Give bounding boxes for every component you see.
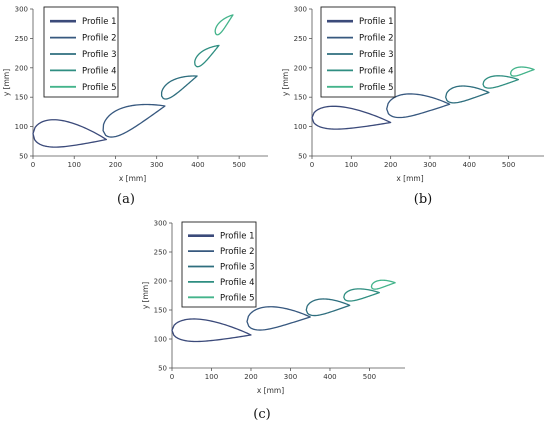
x-tick-label: 400 [323,373,336,381]
legend-label-2: Profile 2 [82,34,117,44]
x-tick-label: 200 [109,161,122,169]
profile-5-outline [509,66,535,77]
legend-label-5: Profile 5 [220,293,255,303]
y-tick-label: 50 [158,365,167,373]
y-axis-label: y [mm] [2,69,11,96]
x-tick-label: 300 [423,161,436,169]
profile-5-outline [214,14,234,36]
profile-4-outline [343,288,380,302]
legend: Profile 1 Profile 2 Profile 3 Profile 4 Prof… [43,6,119,98]
x-tick-label: 400 [463,161,476,169]
x-tick-label: 400 [191,161,204,169]
y-tick-label: 300 [154,220,167,228]
chart-panel-2: 50 100 150 200 250 300 0 100 200 300 400 500 x [mm] y… [281,6,544,207]
x-tick-label: 500 [502,161,515,169]
legend-label-1: Profile 1 [82,17,117,27]
profile-2-outline [246,306,311,331]
profile-3-outline [305,298,351,317]
chart-panel-3: 50 100 150 200 250 300 0 100 200 300 400 500 x [mm] y… [141,220,405,422]
y-tick-label: 300 [15,6,28,14]
legend-label-1: Profile 1 [220,232,255,242]
x-tick-label: 500 [232,161,245,169]
panel-caption: (b) [414,192,432,207]
x-axis-label: x [mm] [119,174,146,183]
y-tick-label: 150 [294,94,307,102]
legend: Profile 1 Profile 2 Profile 3 Profile 4 Prof… [320,6,396,98]
y-tick-label: 100 [294,123,307,131]
legend-label-4: Profile 4 [82,66,117,76]
x-tick-label: 0 [310,161,314,169]
y-axis-label: y [mm] [141,282,150,309]
y-tick-label: 150 [154,307,167,315]
y-tick-label: 200 [294,64,307,72]
legend-label-2: Profile 2 [220,247,255,257]
profile-3-outline [445,85,490,104]
y-tick-label: 250 [154,249,167,257]
panel-caption: (a) [117,192,135,207]
y-axis-label: y [mm] [281,69,290,96]
legend-label-5: Profile 5 [359,83,394,93]
x-tick-label: 100 [345,161,358,169]
y-tick-label: 200 [154,278,167,286]
y-tick-label: 200 [15,64,28,72]
x-tick-label: 100 [68,161,81,169]
x-tick-label: 200 [384,161,397,169]
profile-5-outline [370,279,396,290]
x-tick-label: 500 [363,373,376,381]
y-tick-label: 150 [15,94,28,102]
legend-frame [43,6,119,98]
legend-label-3: Profile 3 [220,263,255,273]
x-tick-label: 300 [150,161,163,169]
x-axis-label: x [mm] [396,174,423,183]
profile-2-outline [386,93,451,119]
y-tick-label: 250 [15,35,28,43]
profile-1-outline [311,105,392,130]
profile-3-outline [160,75,198,100]
legend: Profile 1 Profile 2 Profile 3 Profile 4 Prof… [181,221,257,308]
panel-caption: (c) [253,407,270,422]
profile-2-outline [102,103,166,138]
y-tick-label: 50 [19,153,28,161]
profile-1-outline [171,318,252,343]
x-tick-label: 0 [31,161,35,169]
y-tick-label: 300 [294,6,307,14]
chart-panel-1: 50 100 150 200 250 300 0 100 200 300 400 500 x [mm] y… [2,6,268,207]
legend-label-1: Profile 1 [359,17,394,27]
x-tick-label: 100 [205,373,218,381]
legend-label-3: Profile 3 [82,50,117,60]
profile-1-outline [32,119,108,148]
x-axis-label: x [mm] [257,386,284,395]
y-tick-label: 100 [15,123,28,131]
profile-4-outline [194,44,220,68]
x-tick-label: 200 [244,373,257,381]
x-tick-label: 300 [284,373,297,381]
legend-label-3: Profile 3 [359,50,394,60]
y-tick-label: 50 [298,153,307,161]
legend-label-4: Profile 4 [220,278,255,288]
legend-label-4: Profile 4 [359,66,394,76]
x-tick-label: 0 [170,373,174,381]
y-tick-label: 100 [154,336,167,344]
profile-4-outline [482,75,520,89]
legend-label-2: Profile 2 [359,34,394,44]
legend-label-5: Profile 5 [82,83,117,93]
y-tick-label: 250 [294,35,307,43]
